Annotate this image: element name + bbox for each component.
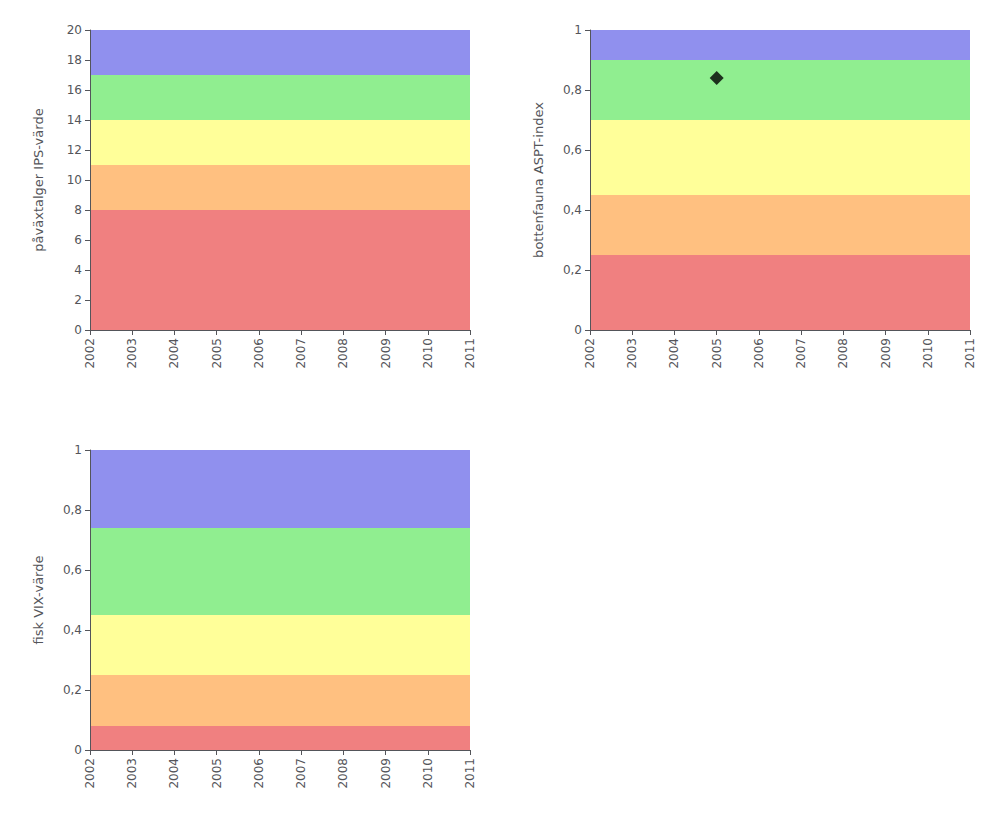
svg-text:2006: 2006 <box>752 338 766 369</box>
svg-text:2003: 2003 <box>125 758 139 789</box>
svg-text:2011: 2011 <box>963 338 977 369</box>
svg-text:18: 18 <box>67 53 82 67</box>
svg-text:0,4: 0,4 <box>63 623 82 637</box>
svg-text:fisk VIX-värde: fisk VIX-värde <box>31 556 46 645</box>
svg-text:2008: 2008 <box>336 758 350 789</box>
svg-text:0,8: 0,8 <box>63 503 82 517</box>
svg-text:2004: 2004 <box>167 758 181 789</box>
svg-text:2010: 2010 <box>921 338 935 369</box>
svg-text:0,2: 0,2 <box>63 683 82 697</box>
svg-text:2007: 2007 <box>294 338 308 369</box>
svg-text:2004: 2004 <box>167 338 181 369</box>
svg-text:10: 10 <box>67 173 82 187</box>
svg-text:14: 14 <box>67 113 82 127</box>
svg-text:2003: 2003 <box>625 338 639 369</box>
svg-text:2005: 2005 <box>210 758 224 789</box>
svg-text:2007: 2007 <box>294 758 308 789</box>
svg-text:2010: 2010 <box>421 758 435 789</box>
svg-text:2003: 2003 <box>125 338 139 369</box>
svg-text:2011: 2011 <box>463 338 477 369</box>
svg-text:20: 20 <box>67 23 82 37</box>
svg-text:6: 6 <box>74 233 82 247</box>
svg-text:0: 0 <box>574 323 582 337</box>
svg-text:2009: 2009 <box>379 758 393 789</box>
svg-text:2011: 2011 <box>463 758 477 789</box>
svg-text:2004: 2004 <box>667 338 681 369</box>
svg-text:2005: 2005 <box>210 338 224 369</box>
svg-text:0,8: 0,8 <box>563 83 582 97</box>
svg-text:4: 4 <box>74 263 82 277</box>
svg-text:2006: 2006 <box>252 758 266 789</box>
svg-text:2010: 2010 <box>421 338 435 369</box>
svg-text:2008: 2008 <box>336 338 350 369</box>
svg-text:bottenfauna ASPT-index: bottenfauna ASPT-index <box>531 102 546 258</box>
svg-text:8: 8 <box>74 203 82 217</box>
svg-text:0: 0 <box>74 323 82 337</box>
svg-text:2002: 2002 <box>83 338 97 369</box>
svg-text:2: 2 <box>74 293 82 307</box>
svg-text:2005: 2005 <box>710 338 724 369</box>
svg-text:0,6: 0,6 <box>563 143 582 157</box>
svg-text:2002: 2002 <box>83 758 97 789</box>
svg-text:0,4: 0,4 <box>563 203 582 217</box>
svg-text:2009: 2009 <box>879 338 893 369</box>
svg-text:2006: 2006 <box>252 338 266 369</box>
svg-text:2002: 2002 <box>583 338 597 369</box>
svg-text:16: 16 <box>67 83 82 97</box>
svg-text:2008: 2008 <box>836 338 850 369</box>
svg-text:12: 12 <box>67 143 82 157</box>
svg-text:0: 0 <box>74 743 82 757</box>
svg-text:påväxtalger IPS-värde: påväxtalger IPS-värde <box>31 108 46 251</box>
svg-text:1: 1 <box>574 23 582 37</box>
svg-text:1: 1 <box>74 443 82 457</box>
svg-text:2007: 2007 <box>794 338 808 369</box>
svg-text:2009: 2009 <box>379 338 393 369</box>
svg-text:0,2: 0,2 <box>563 263 582 277</box>
svg-text:0,6: 0,6 <box>63 563 82 577</box>
